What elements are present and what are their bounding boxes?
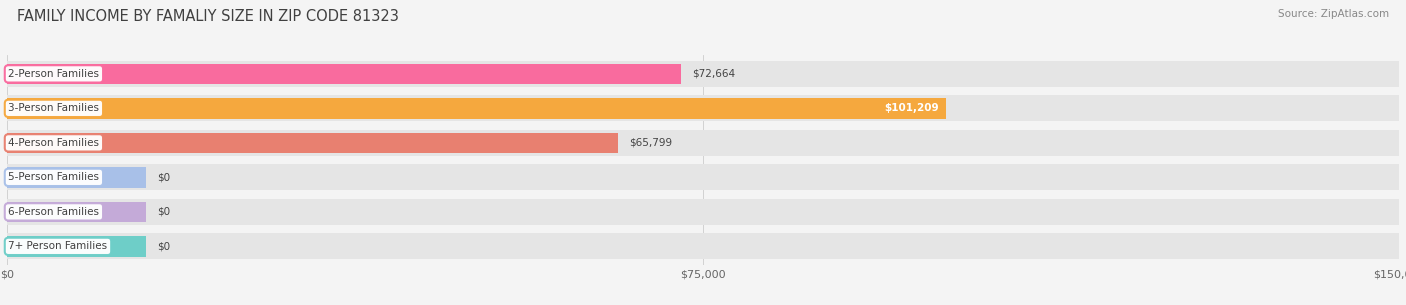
Bar	[7, 130, 1399, 156]
Text: Source: ZipAtlas.com: Source: ZipAtlas.com	[1278, 9, 1389, 19]
Text: $0: $0	[157, 241, 170, 251]
Bar	[7, 164, 1399, 190]
Text: 4-Person Families: 4-Person Families	[8, 138, 100, 148]
Text: 6-Person Families: 6-Person Families	[8, 207, 100, 217]
Text: 5-Person Families: 5-Person Families	[8, 172, 100, 182]
Text: 2-Person Families: 2-Person Families	[8, 69, 100, 79]
Bar	[7, 236, 146, 257]
Bar	[7, 95, 1399, 121]
Bar	[7, 199, 1399, 225]
Bar	[7, 61, 1399, 87]
Bar	[7, 202, 146, 222]
Bar	[7, 63, 682, 84]
Text: 7+ Person Families: 7+ Person Families	[8, 241, 107, 251]
Text: 3-Person Families: 3-Person Families	[8, 103, 100, 113]
Text: $101,209: $101,209	[884, 103, 939, 113]
Text: $0: $0	[157, 207, 170, 217]
Bar	[7, 98, 946, 119]
Text: $0: $0	[157, 172, 170, 182]
Text: FAMILY INCOME BY FAMALIY SIZE IN ZIP CODE 81323: FAMILY INCOME BY FAMALIY SIZE IN ZIP COD…	[17, 9, 399, 24]
Bar	[7, 167, 146, 188]
Text: $72,664: $72,664	[693, 69, 735, 79]
Bar	[7, 133, 617, 153]
Text: $65,799: $65,799	[628, 138, 672, 148]
Bar	[7, 233, 1399, 259]
